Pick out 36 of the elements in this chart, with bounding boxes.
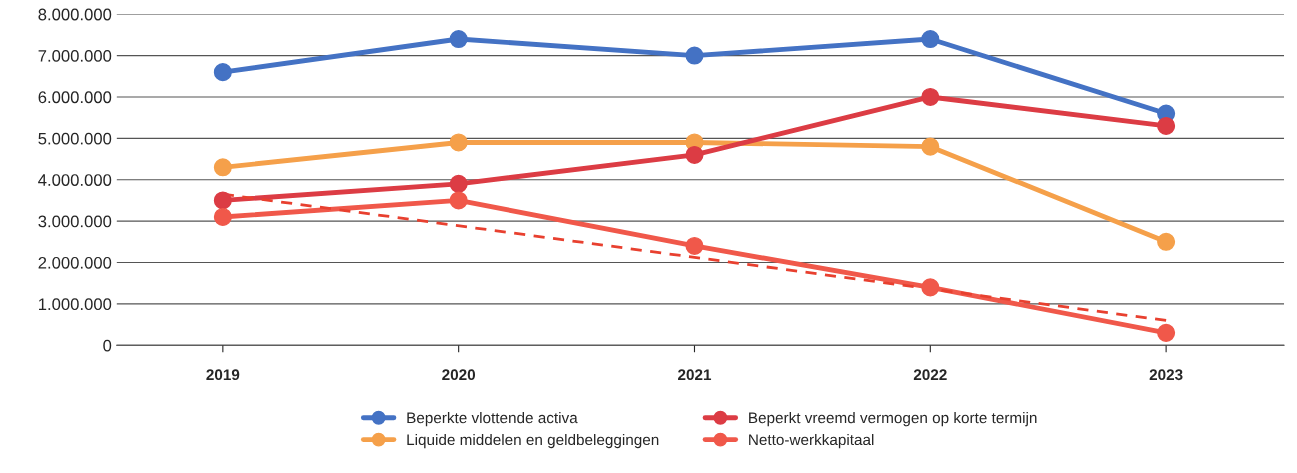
legend-label: Beperkte vlottende activa (407, 412, 578, 427)
point (213, 63, 232, 82)
point (921, 87, 940, 106)
y-tick-label: 3.000.000 (38, 215, 112, 228)
point (921, 137, 940, 156)
x-tick-label: 2021 (678, 369, 712, 381)
point (449, 191, 468, 210)
point (449, 174, 468, 193)
x-tick-label: 2019 (206, 369, 240, 381)
legend-label: Liquide middelen en geldbeleggingen (407, 433, 659, 449)
y-tick-label: 8.000.000 (38, 8, 112, 21)
point (1157, 323, 1176, 342)
x-tick-label: 2023 (1149, 369, 1183, 381)
point (213, 207, 232, 227)
legend-label: Beperkt vreemd vermogen op korte termijn (749, 412, 1037, 427)
point (685, 236, 704, 255)
point (921, 29, 940, 49)
y-tick-label: 5.000.000 (38, 132, 112, 145)
point (213, 158, 232, 177)
x-tick-label: 2020 (442, 369, 476, 381)
y-tick-label: 2.000.000 (38, 256, 112, 269)
y-tick-label: 1.000.000 (39, 298, 112, 311)
point (921, 278, 940, 297)
point (1157, 116, 1176, 135)
legend-label: Netto-werkkapitaal (749, 433, 874, 449)
y-tick-label: 4.000.000 (38, 174, 112, 186)
y-tick-label: 7.000.000 (38, 49, 112, 62)
point (1157, 232, 1176, 251)
x-tick-label: 2022 (913, 369, 947, 381)
point (213, 191, 232, 210)
point (685, 46, 704, 65)
point (449, 29, 468, 49)
y-tick-label: 6.000.000 (38, 91, 112, 104)
point (449, 133, 468, 152)
y-tick-label: 0 (103, 339, 112, 352)
point (685, 145, 704, 164)
